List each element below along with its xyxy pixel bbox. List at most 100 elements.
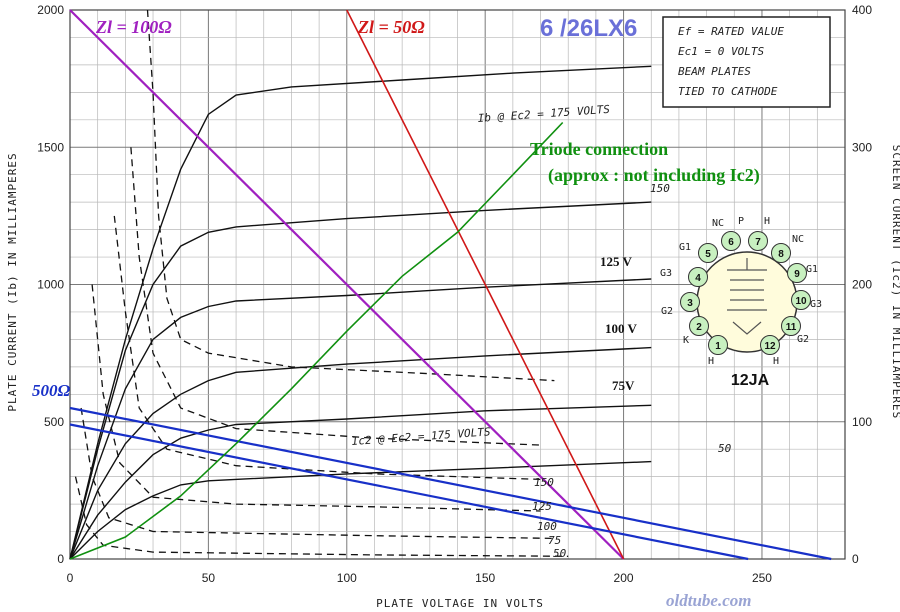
x-tick-label: 200	[614, 571, 634, 585]
condition-line: TIED TO CATHODE	[678, 85, 778, 98]
screen-curve-label: 125	[532, 500, 552, 513]
condition-line: BEAM PLATES	[678, 65, 751, 78]
plate-curve-label: 150	[650, 182, 670, 195]
x-tick-label: 100	[337, 571, 357, 585]
x-tick-label: 150	[475, 571, 495, 585]
y2-tick-label: 200	[852, 278, 872, 292]
pin-number: 7	[755, 237, 761, 248]
pin-function-label: H	[764, 216, 770, 227]
tube-type-label: 12JA	[731, 372, 770, 389]
load-line	[346, 9, 625, 560]
screen-curve-label: 100	[537, 520, 557, 533]
plot-frame	[69, 9, 846, 560]
plate-curve-label: 100 V	[605, 321, 638, 336]
pin-function-label: H	[773, 356, 779, 367]
x-axis-title: PLATE VOLTAGE IN VOLTS	[376, 597, 544, 610]
triode-connection-curve	[69, 121, 564, 560]
y2-axis-title: SCREEN CURRENT (Ic2) IN MILLIAMPERES	[890, 145, 900, 419]
screen-curve	[130, 147, 541, 446]
screen-curve-label: 50	[553, 547, 567, 560]
y-tick-label: 2000	[37, 3, 64, 17]
pin-function-label: G3	[660, 268, 672, 279]
plate-curve-label: Ib @ Ec2 = 175 VOLTS	[477, 103, 610, 125]
plate-curve	[69, 460, 652, 560]
condition-line: Ef = RATED VALUE	[678, 25, 784, 38]
pin-function-label: H	[708, 356, 714, 367]
pin-circle	[680, 292, 700, 312]
y2-tick-label: 0	[852, 552, 859, 566]
plate-curve	[69, 404, 652, 560]
y2-tick-label: 400	[852, 3, 872, 17]
pin-circle	[698, 243, 718, 263]
y-tick-label: 1000	[37, 278, 64, 292]
plate-curve-label: 75V	[612, 378, 635, 393]
plate-curve	[69, 278, 652, 560]
screen-curve	[80, 407, 555, 540]
pin-number: 11	[786, 322, 797, 333]
triode-connection-label: Triode connection	[530, 139, 668, 159]
axis-ticks: 0 50 100 150 200 2500500100015002000010020030…	[37, 3, 872, 585]
pin-circle	[721, 231, 741, 251]
pin-circle	[689, 316, 709, 336]
screen-curve-label: 75	[548, 534, 561, 547]
load-lines	[69, 9, 832, 561]
load-line-label: Zl = 50Ω	[357, 17, 425, 37]
y-tick-label: 0	[57, 552, 64, 566]
condition-line: Ec1 = 0 VOLTS	[678, 45, 764, 58]
y-tick-label: 500	[44, 415, 64, 429]
characteristic-curves	[69, 9, 652, 560]
plate-curve	[69, 201, 652, 560]
pin-number: 9	[794, 269, 800, 280]
screen-curve	[113, 215, 541, 481]
pin-number: 1	[715, 341, 721, 352]
load-line	[69, 9, 625, 560]
pin-circle	[748, 231, 768, 251]
pin-number: 12	[764, 341, 776, 352]
pin-circle	[771, 243, 791, 263]
pin-circle	[787, 263, 807, 283]
pin-number: 8	[778, 249, 784, 260]
load-line	[69, 423, 749, 561]
triode-connection-note: (approx : not including Ic2)	[548, 165, 760, 186]
pin-circle	[760, 335, 780, 355]
plate-curve-label: 125 V	[600, 254, 633, 269]
x-tick-label: 250	[752, 571, 772, 585]
pin-function-label: G1	[806, 264, 818, 275]
screen-curve	[91, 284, 541, 512]
pin-number: 2	[696, 322, 702, 333]
y-axis-title: PLATE CURRENT (Ib) IN MILLIAMPERES	[6, 152, 19, 411]
load-line-label: Zl = 100Ω	[95, 17, 172, 37]
x-tick-label: 0	[67, 571, 74, 585]
y2-tick-label: 100	[852, 415, 872, 429]
conditions-box: Ef = RATED VALUE Ec1 = 0 VOLTS BEAM PLAT…	[662, 16, 831, 108]
pin-function-label: G3	[810, 299, 822, 310]
pin-function-label: G2	[661, 306, 673, 317]
screen-curve-label: Ic2 @ Ec2 = 175 VOLTS	[351, 425, 491, 448]
screen-curve-label: 150	[534, 476, 554, 489]
pin-number: 3	[687, 298, 693, 309]
watermark: oldtube.com	[666, 591, 751, 610]
plate-curve-label: 50	[718, 442, 732, 455]
pin-circle	[791, 290, 811, 310]
pin-function-label: P	[738, 216, 744, 227]
load-line-label: 500Ω	[32, 381, 71, 400]
load-line	[69, 406, 832, 561]
plate-curve	[69, 346, 652, 560]
pin-number: 4	[695, 273, 701, 284]
x-tick-label: 50	[202, 571, 216, 585]
pin-number: 10	[795, 296, 807, 307]
pin-circle	[688, 267, 708, 287]
screen-curve	[146, 9, 555, 382]
pin-function-label: G1	[679, 242, 691, 253]
pin-number: 6	[728, 237, 734, 248]
pin-circle	[781, 316, 801, 336]
tube-electrodes	[727, 258, 767, 335]
chart-title: 6 /26LX6	[540, 15, 637, 42]
plate-curve	[69, 65, 652, 560]
screen-curve	[74, 476, 569, 557]
y2-tick-label: 300	[852, 140, 872, 154]
y-tick-label: 1500	[37, 140, 64, 154]
pin-function-label: K	[683, 335, 689, 346]
